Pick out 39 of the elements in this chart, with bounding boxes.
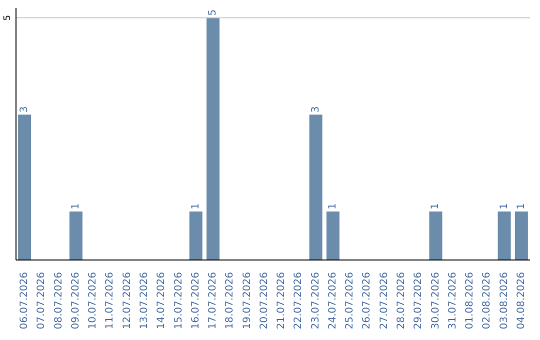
- x-tick-label: 01.08.2026: [464, 272, 476, 330]
- x-tick-label: 09.07.2026: [70, 272, 82, 330]
- x-tick-label: 27.07.2026: [378, 272, 390, 330]
- data-label: 1: [498, 203, 510, 210]
- x-tick-label: 26.07.2026: [362, 272, 373, 330]
- data-label: 1: [70, 203, 82, 210]
- data-label: 1: [190, 203, 202, 210]
- data-label: 1: [327, 203, 338, 210]
- x-tick-label: 21.07.2026: [276, 272, 288, 330]
- x-tick-label: 14.07.2026: [156, 272, 168, 330]
- x-tick-label: 28.07.2026: [396, 272, 407, 330]
- x-tick-label: 17.07.2026: [208, 272, 219, 330]
- x-tick-label: 13.07.2026: [139, 272, 150, 330]
- x-tick-label: 16.07.2026: [190, 272, 202, 330]
- x-tick-label: 22.07.2026: [293, 272, 304, 330]
- x-tick-label: 31.07.2026: [447, 272, 458, 330]
- x-tick-label: 15.07.2026: [173, 272, 184, 330]
- x-tick-label: 10.07.2026: [88, 272, 99, 330]
- x-tick-label: 12.07.2026: [122, 272, 133, 330]
- data-label: 1: [516, 203, 527, 210]
- x-tick-label: 06.07.2026: [19, 272, 30, 330]
- x-tick-label: 04.08.2026: [516, 272, 527, 330]
- x-tick-label: 30.07.2026: [430, 272, 442, 330]
- data-label: 1: [430, 203, 442, 210]
- x-tick-label: 08.07.2026: [53, 272, 64, 330]
- x-tick-label: 25.07.2026: [344, 272, 356, 330]
- x-tick-label: 29.07.2026: [413, 272, 424, 330]
- x-tick-label: 24.07.2026: [327, 272, 338, 330]
- x-tick-label: 11.07.2026: [104, 272, 116, 330]
- x-tick-label: 03.08.2026: [498, 272, 510, 330]
- x-tick-label: 18.07.2026: [224, 272, 236, 330]
- x-tick-label: 07.07.2026: [36, 272, 48, 330]
- x-tick-label: 19.07.2026: [242, 272, 253, 330]
- x-tick-label: 02.08.2026: [482, 272, 493, 330]
- data-label: 5: [208, 9, 219, 16]
- data-label: 3: [310, 106, 322, 113]
- x-tick-label: 20.07.2026: [258, 272, 270, 330]
- x-tick-label: 23.07.2026: [310, 272, 322, 330]
- data-label: 3: [19, 106, 30, 113]
